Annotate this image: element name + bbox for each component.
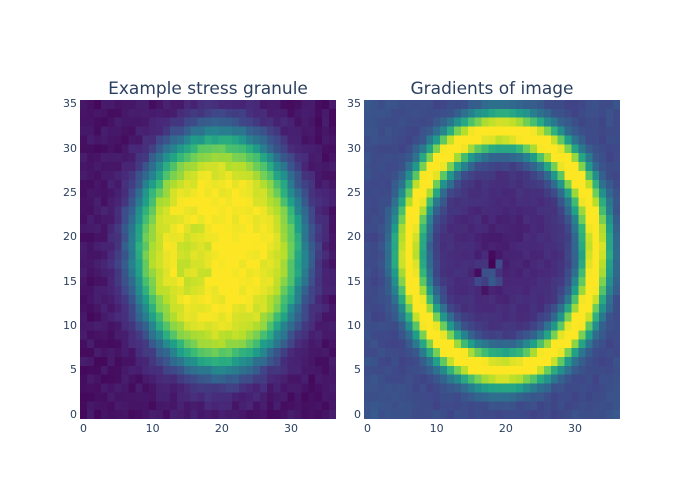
y-tick-label: 25 — [63, 186, 77, 200]
x-tick-label: 30 — [568, 422, 583, 435]
heatmap-stress-granule[interactable] — [80, 100, 336, 419]
heatmap-gradients[interactable] — [364, 100, 620, 419]
x-tick-label: 20 — [214, 422, 229, 435]
x-tick-label: 0 — [363, 422, 371, 435]
y-tick-label: 15 — [63, 274, 77, 288]
y-tick-label: 10 — [63, 318, 77, 332]
y-tick-label: 5 — [70, 363, 77, 377]
y-tick-label: 15 — [347, 274, 361, 288]
x-tick-label: 0 — [79, 422, 87, 435]
y-tick-label: 5 — [354, 363, 361, 377]
y-tick-label: 25 — [347, 186, 361, 200]
y-tick-label: 0 — [354, 407, 361, 421]
y-tick-label: 30 — [63, 141, 77, 155]
subplot-title-left: Example stress granule — [108, 79, 308, 99]
y-tick-label: 35 — [63, 97, 77, 111]
x-tick-label: 10 — [145, 422, 160, 435]
subplot-title-right: Gradients of image — [410, 79, 574, 99]
y-tick-label: 20 — [63, 230, 77, 244]
y-tick-label: 35 — [347, 97, 361, 111]
x-tick-label: 10 — [429, 422, 444, 435]
y-tick-label: 10 — [347, 318, 361, 332]
x-tick-label: 20 — [498, 422, 513, 435]
y-tick-label: 20 — [347, 230, 361, 244]
y-tick-label: 30 — [347, 141, 361, 155]
y-tick-label: 0 — [70, 407, 77, 421]
x-tick-label: 30 — [284, 422, 299, 435]
